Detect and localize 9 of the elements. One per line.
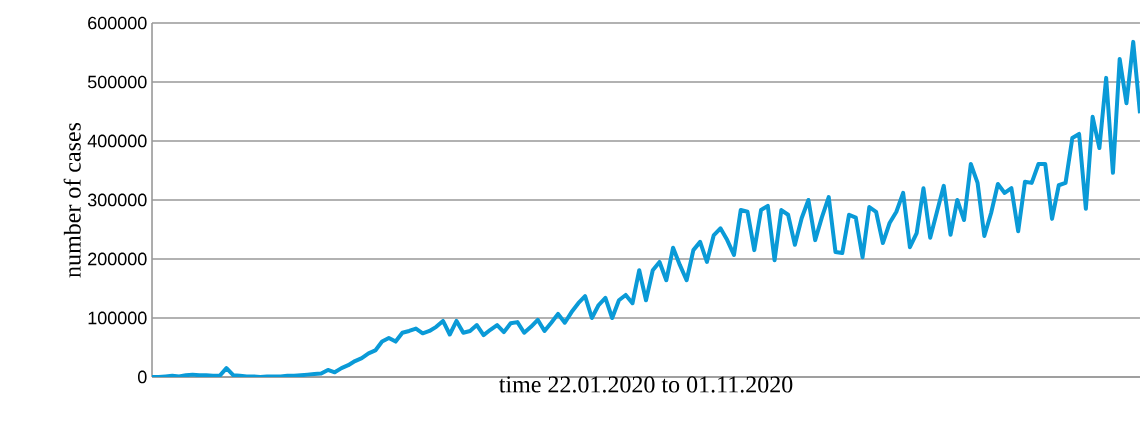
y-tick-label: 0 (138, 370, 147, 384)
y-tick-label: 100000 (88, 311, 147, 325)
y-tick-label: 400000 (87, 134, 147, 148)
y-tick-label: 300000 (87, 193, 147, 207)
y-tick-label: 500000 (87, 75, 147, 89)
y-tick-label: 200000 (88, 252, 147, 266)
y-tick-label: 600000 (88, 16, 147, 30)
x-axis-title: time 22.01.2020 to 01.11.2020 (499, 376, 793, 393)
y-axis-title: number of cases (63, 122, 81, 278)
